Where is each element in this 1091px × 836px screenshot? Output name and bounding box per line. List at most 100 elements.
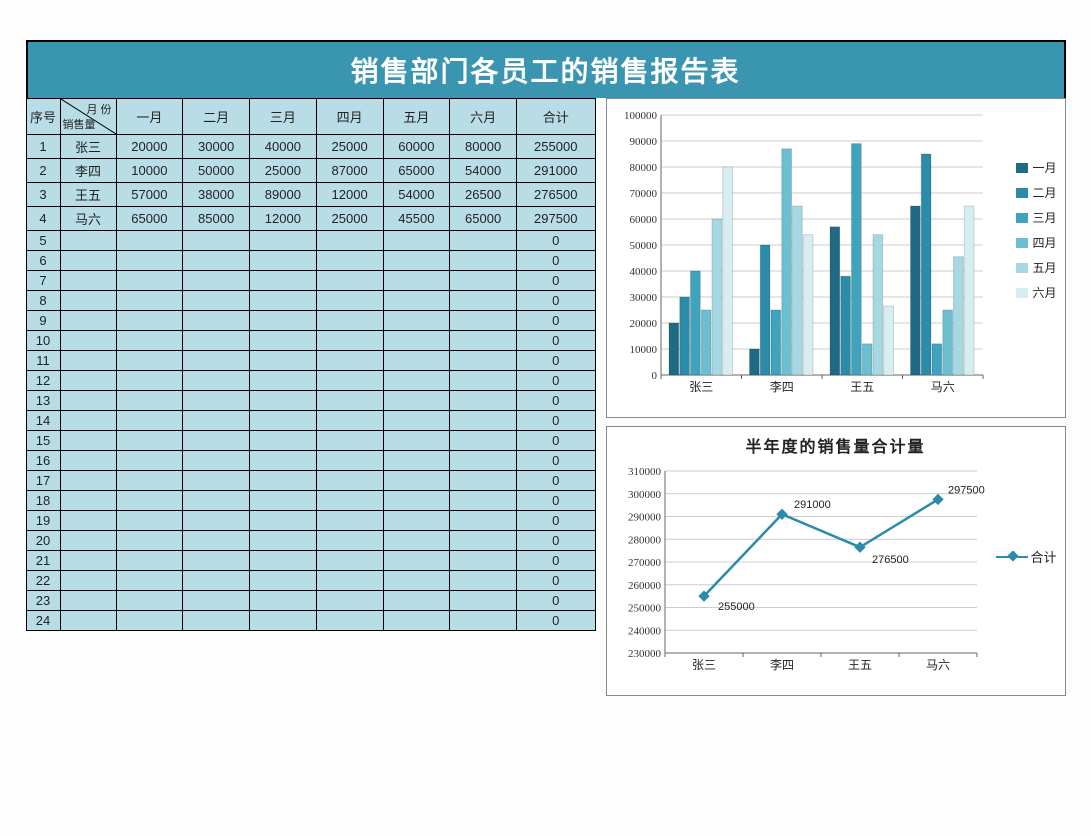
cell-month[interactable] <box>116 291 183 311</box>
cell-month[interactable] <box>116 231 183 251</box>
cell-total[interactable]: 0 <box>517 531 596 551</box>
cell-month[interactable] <box>116 511 183 531</box>
cell-name[interactable] <box>60 611 116 631</box>
cell-idx[interactable]: 24 <box>26 611 60 631</box>
cell-month[interactable] <box>250 291 317 311</box>
cell-name[interactable] <box>60 471 116 491</box>
cell-month[interactable] <box>316 351 383 371</box>
cell-month[interactable] <box>116 311 183 331</box>
cell-month[interactable]: 25000 <box>316 135 383 159</box>
cell-month[interactable] <box>183 571 250 591</box>
cell-name[interactable] <box>60 331 116 351</box>
cell-month[interactable] <box>450 411 517 431</box>
cell-total[interactable]: 291000 <box>517 159 596 183</box>
cell-month[interactable]: 20000 <box>116 135 183 159</box>
cell-month[interactable] <box>316 611 383 631</box>
cell-total[interactable]: 0 <box>517 491 596 511</box>
cell-name[interactable] <box>60 591 116 611</box>
cell-month[interactable]: 57000 <box>116 183 183 207</box>
cell-month[interactable] <box>383 251 450 271</box>
cell-month[interactable] <box>183 411 250 431</box>
cell-month[interactable] <box>183 311 250 331</box>
cell-month[interactable] <box>183 511 250 531</box>
cell-month[interactable] <box>383 451 450 471</box>
cell-name[interactable] <box>60 531 116 551</box>
cell-month[interactable] <box>183 251 250 271</box>
cell-month[interactable]: 40000 <box>250 135 317 159</box>
cell-name[interactable]: 王五 <box>60 183 116 207</box>
cell-month[interactable] <box>316 371 383 391</box>
cell-month[interactable]: 12000 <box>250 207 317 231</box>
cell-month[interactable] <box>183 291 250 311</box>
cell-month[interactable] <box>116 471 183 491</box>
cell-name[interactable]: 马六 <box>60 207 116 231</box>
cell-month[interactable] <box>450 611 517 631</box>
cell-month[interactable]: 54000 <box>383 183 450 207</box>
cell-month[interactable] <box>316 551 383 571</box>
cell-idx[interactable]: 8 <box>26 291 60 311</box>
cell-month[interactable] <box>450 351 517 371</box>
cell-month[interactable] <box>383 371 450 391</box>
cell-month[interactable] <box>383 271 450 291</box>
cell-month[interactable] <box>250 391 317 411</box>
cell-idx[interactable]: 1 <box>26 135 60 159</box>
cell-month[interactable]: 54000 <box>450 159 517 183</box>
cell-month[interactable] <box>250 471 317 491</box>
cell-month[interactable]: 85000 <box>183 207 250 231</box>
cell-month[interactable] <box>450 491 517 511</box>
cell-month[interactable] <box>450 451 517 471</box>
cell-total[interactable]: 0 <box>517 351 596 371</box>
cell-idx[interactable]: 14 <box>26 411 60 431</box>
cell-month[interactable] <box>383 511 450 531</box>
cell-name[interactable] <box>60 411 116 431</box>
cell-month[interactable] <box>250 371 317 391</box>
cell-month[interactable] <box>383 351 450 371</box>
cell-month[interactable] <box>450 571 517 591</box>
cell-month[interactable] <box>316 251 383 271</box>
cell-total[interactable]: 0 <box>517 251 596 271</box>
cell-month[interactable] <box>116 491 183 511</box>
cell-name[interactable] <box>60 431 116 451</box>
cell-idx[interactable]: 15 <box>26 431 60 451</box>
cell-month[interactable] <box>450 311 517 331</box>
cell-month[interactable] <box>316 331 383 351</box>
cell-month[interactable]: 38000 <box>183 183 250 207</box>
cell-month[interactable] <box>250 351 317 371</box>
cell-month[interactable] <box>316 291 383 311</box>
cell-idx[interactable]: 19 <box>26 511 60 531</box>
cell-month[interactable] <box>450 531 517 551</box>
cell-total[interactable]: 0 <box>517 231 596 251</box>
cell-month[interactable] <box>450 371 517 391</box>
cell-month[interactable] <box>316 411 383 431</box>
cell-month[interactable] <box>116 271 183 291</box>
cell-month[interactable] <box>383 471 450 491</box>
cell-month[interactable] <box>316 451 383 471</box>
cell-month[interactable] <box>116 531 183 551</box>
cell-month[interactable]: 80000 <box>450 135 517 159</box>
cell-total[interactable]: 0 <box>517 291 596 311</box>
cell-idx[interactable]: 6 <box>26 251 60 271</box>
cell-total[interactable]: 0 <box>517 331 596 351</box>
cell-total[interactable]: 0 <box>517 551 596 571</box>
cell-name[interactable] <box>60 511 116 531</box>
cell-total[interactable]: 297500 <box>517 207 596 231</box>
cell-month[interactable] <box>183 331 250 351</box>
cell-month[interactable] <box>250 251 317 271</box>
cell-name[interactable] <box>60 291 116 311</box>
cell-month[interactable] <box>183 551 250 571</box>
cell-month[interactable]: 60000 <box>383 135 450 159</box>
cell-month[interactable] <box>383 611 450 631</box>
cell-total[interactable]: 0 <box>517 591 596 611</box>
cell-idx[interactable]: 9 <box>26 311 60 331</box>
cell-month[interactable]: 87000 <box>316 159 383 183</box>
cell-total[interactable]: 0 <box>517 371 596 391</box>
cell-month[interactable] <box>450 251 517 271</box>
cell-total[interactable]: 0 <box>517 411 596 431</box>
cell-total[interactable]: 0 <box>517 431 596 451</box>
cell-month[interactable] <box>383 331 450 351</box>
cell-month[interactable] <box>183 351 250 371</box>
cell-month[interactable]: 65000 <box>383 159 450 183</box>
cell-month[interactable]: 89000 <box>250 183 317 207</box>
cell-month[interactable] <box>316 231 383 251</box>
cell-month[interactable] <box>250 311 317 331</box>
